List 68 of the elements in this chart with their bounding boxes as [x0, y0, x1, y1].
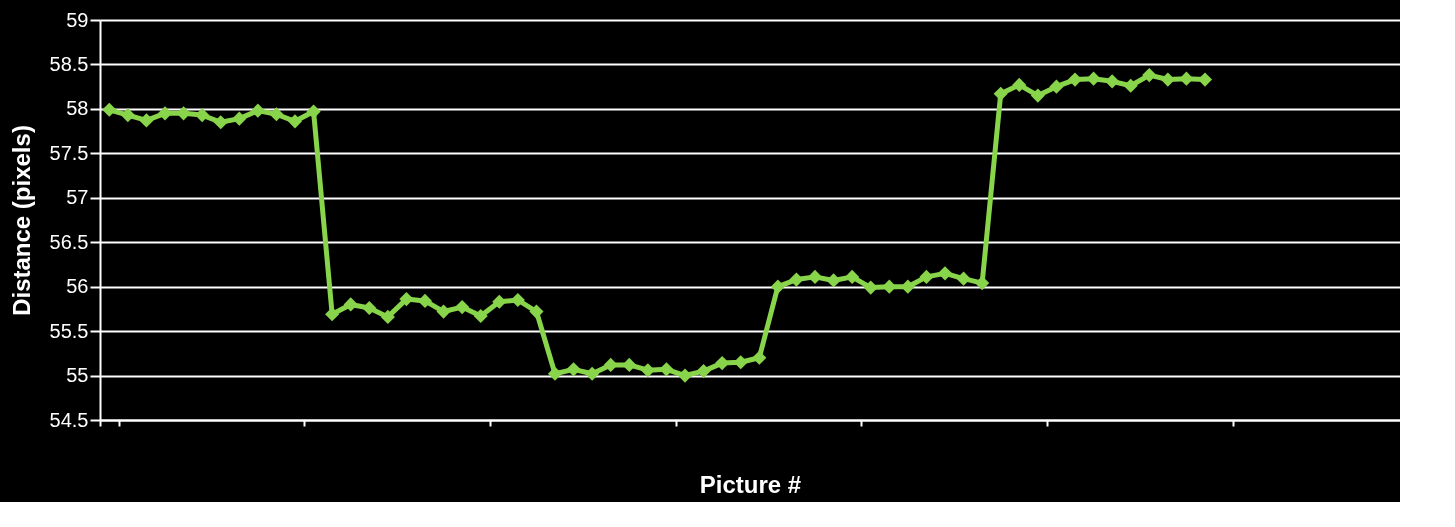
- y-tick-label: 56: [66, 275, 89, 298]
- point: [473, 308, 488, 324]
- point: [1012, 77, 1027, 92]
- point: [325, 307, 340, 322]
- y-tick-label: 58.5: [49, 52, 89, 75]
- point: [417, 293, 433, 308]
- point: [1067, 72, 1083, 87]
- point: [1030, 88, 1045, 103]
- point: [1197, 72, 1213, 87]
- point: [585, 366, 600, 381]
- point: [789, 272, 804, 287]
- point: [529, 304, 544, 319]
- point: [250, 103, 265, 118]
- y-tick-label: 54.5: [49, 408, 89, 431]
- point: [826, 273, 841, 288]
- point: [120, 108, 135, 123]
- point: [956, 271, 971, 286]
- point: [436, 304, 451, 319]
- point: [362, 300, 377, 316]
- point: [1142, 68, 1157, 83]
- point: [1179, 71, 1194, 86]
- point: [399, 292, 414, 307]
- point: [343, 297, 358, 312]
- y-tick-label: 55.5: [49, 319, 89, 342]
- point: [937, 266, 953, 281]
- point: [213, 115, 228, 130]
- y-axis-title: Distance (pixels): [7, 125, 35, 316]
- point: [492, 294, 507, 309]
- point: [195, 108, 210, 123]
- point: [677, 368, 693, 383]
- point: [752, 350, 767, 365]
- point: [603, 357, 618, 372]
- point: [176, 106, 191, 121]
- point: [845, 269, 860, 284]
- x-axis-title: Picture #: [699, 470, 802, 498]
- y-tick-label: 57: [66, 186, 89, 209]
- point: [1123, 78, 1138, 93]
- point: [696, 364, 711, 379]
- point: [1105, 74, 1120, 89]
- point: [547, 366, 563, 381]
- point: [287, 114, 303, 129]
- y-tick-label: 55: [66, 364, 89, 387]
- point: [659, 362, 674, 377]
- point: [1049, 79, 1064, 94]
- point: [807, 269, 823, 284]
- point: [882, 279, 897, 294]
- point: [1160, 72, 1175, 87]
- y-tick-label: 57.5: [49, 141, 89, 164]
- point: [455, 300, 470, 315]
- point: [306, 104, 321, 119]
- point: [770, 279, 785, 294]
- point: [975, 276, 990, 291]
- y-tick-label: 59: [66, 8, 89, 31]
- point: [139, 113, 154, 128]
- point: [863, 280, 878, 295]
- point: [640, 363, 655, 378]
- point: [232, 111, 247, 126]
- y-tick-label: 56.5: [49, 230, 89, 253]
- point: [900, 279, 915, 294]
- point: [269, 107, 284, 122]
- point: [102, 102, 117, 117]
- point: [993, 86, 1008, 101]
- point: [380, 309, 395, 324]
- point: [919, 269, 934, 284]
- point: [622, 357, 637, 372]
- y-tick-label: 58: [66, 97, 89, 120]
- point: [1086, 71, 1101, 86]
- point: [566, 362, 581, 377]
